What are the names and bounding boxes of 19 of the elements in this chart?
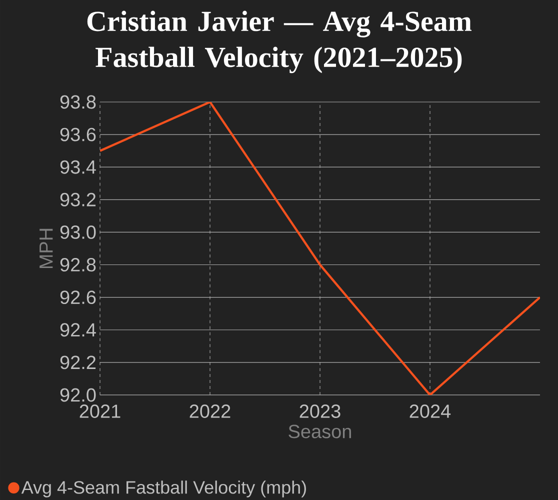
- x-tick-label: 2023: [300, 404, 340, 418]
- line-series: [100, 102, 540, 395]
- x-tick-label: 2022: [190, 404, 230, 418]
- y-tick-label: 93.6: [60, 128, 96, 142]
- y-tick-label: 92.0: [60, 388, 96, 402]
- x-tick-label: 2021: [80, 404, 120, 418]
- x-tick-label: 2024: [410, 404, 451, 418]
- y-tick-label: 93.2: [60, 192, 96, 206]
- y-tick-label: 93.4: [60, 160, 96, 174]
- y-tick-label: 92.2: [60, 356, 96, 370]
- chart-title: Cristian Javier — Avg 4-Seam Fastball Velocity (2021–2025): [87, 10, 472, 74]
- y-tick-label: 92.6: [60, 290, 96, 304]
- y-tick-label: 92.8: [60, 258, 96, 272]
- y-axis-title: MPH: [40, 228, 53, 268]
- y-tick-label: 93.8: [60, 95, 96, 109]
- y-tick-label: 93.0: [60, 225, 96, 239]
- legend-label: Avg 4-Seam Fastball Velocity (mph): [21, 480, 306, 498]
- y-tick-label: 92.4: [60, 323, 96, 337]
- x-axis-title: Season: [288, 424, 351, 438]
